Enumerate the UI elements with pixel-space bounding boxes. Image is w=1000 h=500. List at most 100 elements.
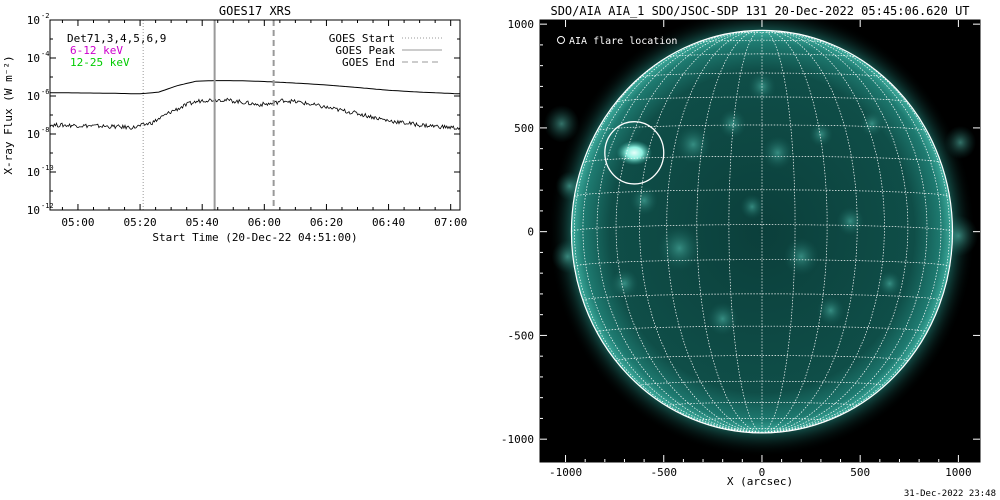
longitude-line [761, 30, 796, 434]
goes-y-tick-label: 10 [27, 166, 40, 179]
aia-legend-label: AIA flare location [569, 36, 677, 47]
active-region-glow [860, 111, 884, 137]
goes-plot-frame [49, 19, 461, 211]
aia-y-tick-label: -1000 [501, 433, 534, 446]
latitude-line [639, 72, 885, 78]
aia-y-tick-label: 0 [527, 226, 534, 239]
active-region-glow [740, 194, 764, 220]
aia-x-axis-label: X (arcsec) [727, 475, 793, 488]
aia-chart-title: SDO/AIA AIA_1 SDO/JSOC-SDP 131 20-Dec-20… [550, 4, 969, 18]
longitude-line [761, 30, 828, 434]
latitude-line [615, 96, 909, 103]
active-region-glow [761, 136, 794, 170]
active-region-glow [836, 206, 865, 236]
active-region-glow [816, 295, 845, 326]
aia-x-tick-label: -500 [651, 466, 678, 479]
longitude-line [761, 30, 942, 434]
active-region-glow [657, 225, 702, 272]
goes-y-tick-label: 10 [27, 204, 40, 217]
goes-series-layer [49, 80, 461, 131]
goes-y-tick-exponent: -8 [41, 126, 49, 134]
heliographic-grid [570, 29, 954, 434]
goes-x-tick-label: 06:20 [310, 216, 343, 229]
aia-y-tick-labels: 1000 500 0 -500 -1000 [501, 18, 534, 446]
aia-x-tick-label: 1000 [945, 466, 972, 479]
goes-series-line-12-25kev [49, 97, 461, 131]
longitude-line [596, 30, 763, 434]
aia-axis-ticks [540, 20, 980, 462]
goes-x-tick-label: 05:20 [124, 216, 157, 229]
aia-plot-frame [539, 19, 981, 463]
goes-y-tick-exponent: -10 [41, 164, 54, 172]
aia-x-tick-label: 0 [759, 466, 766, 479]
aia-y-tick-label: -500 [508, 329, 535, 342]
aia-x-tick-labels: -1000 -500 0 500 1000 [549, 466, 972, 479]
limb-loop-glow [543, 105, 580, 143]
goes-y-tick-label: 10 [27, 90, 40, 103]
longitude-line [666, 30, 763, 434]
goes-legend-label: GOES Peak [335, 44, 395, 57]
goes-vertical-markers [142, 20, 275, 210]
longitude-line [761, 30, 928, 434]
goes-y-tick-exponent: -6 [41, 88, 49, 96]
longitude-line [728, 30, 763, 434]
goes-x-tick-label: 06:00 [248, 216, 281, 229]
legend-series-12-25: 12-25 keV [70, 56, 130, 69]
latitude-line [574, 189, 950, 197]
longitude-line [696, 30, 763, 434]
active-region-glow [675, 125, 711, 164]
longitude-line [582, 30, 763, 434]
goes-y-tick-exponent: -4 [41, 50, 49, 58]
goes-legend-label: GOES Start [329, 32, 395, 45]
active-region-glow [877, 271, 902, 296]
footer-timestamp: 31-Dec-2022 23:48 [904, 489, 996, 499]
aia-legend-circle-icon [557, 36, 565, 44]
longitude-line [615, 30, 763, 434]
flare-brightening [616, 140, 652, 166]
aia-x-tick-label: 500 [850, 466, 870, 479]
goes-chart-title: GOES17 XRS [219, 4, 291, 18]
longitude-line [761, 30, 858, 434]
latitude-line [666, 53, 858, 58]
goes-legend-label: GOES End [342, 56, 395, 69]
limb-loop-glow [551, 239, 584, 274]
aia-y-tick-label: 1000 [508, 18, 535, 31]
legend-series-6-12: 6-12 keV [70, 44, 123, 57]
goes-x-tick-label: 06:40 [372, 216, 405, 229]
goes-x-tick-labels: 05:00 05:20 05:40 06:00 06:20 06:40 07:00 [61, 216, 467, 229]
solar-limb-outline [570, 29, 954, 434]
goes-y-tick-label: 10 [27, 128, 40, 141]
active-region-glow [809, 121, 833, 147]
aia-image-chart: SDO/AIA AIA_1 SDO/JSOC-SDP 131 20-Dec-20… [501, 4, 981, 488]
latitude-line [596, 325, 928, 333]
flare-location-circle [604, 121, 665, 185]
goes-y-tick-exponent: -12 [41, 202, 54, 210]
limb-loop-glow [938, 215, 979, 257]
active-region-glow [630, 186, 658, 216]
active-region-glow [610, 269, 639, 299]
active-region-glow [783, 237, 819, 276]
goes-y-tick-exponent: -2 [41, 12, 49, 20]
goes-y-axis-label: X-ray Flux (W m⁻²) [2, 55, 15, 174]
goes-y-tick-label: 10 [27, 52, 40, 65]
goes-x-tick-label: 07:00 [434, 216, 467, 229]
goes-y-tick-label: 10 [27, 14, 40, 27]
detectors-label: Det71,3,4,5,6,9 [67, 32, 166, 45]
goes-series-line-6-12kev [50, 80, 461, 95]
limb-loop-glow [944, 125, 977, 160]
longitude-line [761, 30, 909, 434]
limb-loop-glow [555, 171, 584, 201]
goes-x-axis-label: Start Time (20-Dec-22 04:51:00) [152, 231, 357, 244]
goes-x-tick-label: 05:00 [61, 216, 94, 229]
active-region-glow [706, 302, 739, 336]
latitude-line [596, 124, 928, 132]
aia-x-tick-label: -1000 [549, 466, 582, 479]
goes-x-tick-label: 05:40 [186, 216, 219, 229]
longitude-line [573, 34, 763, 434]
latitude-line [666, 402, 858, 407]
active-region-glow [718, 109, 747, 139]
